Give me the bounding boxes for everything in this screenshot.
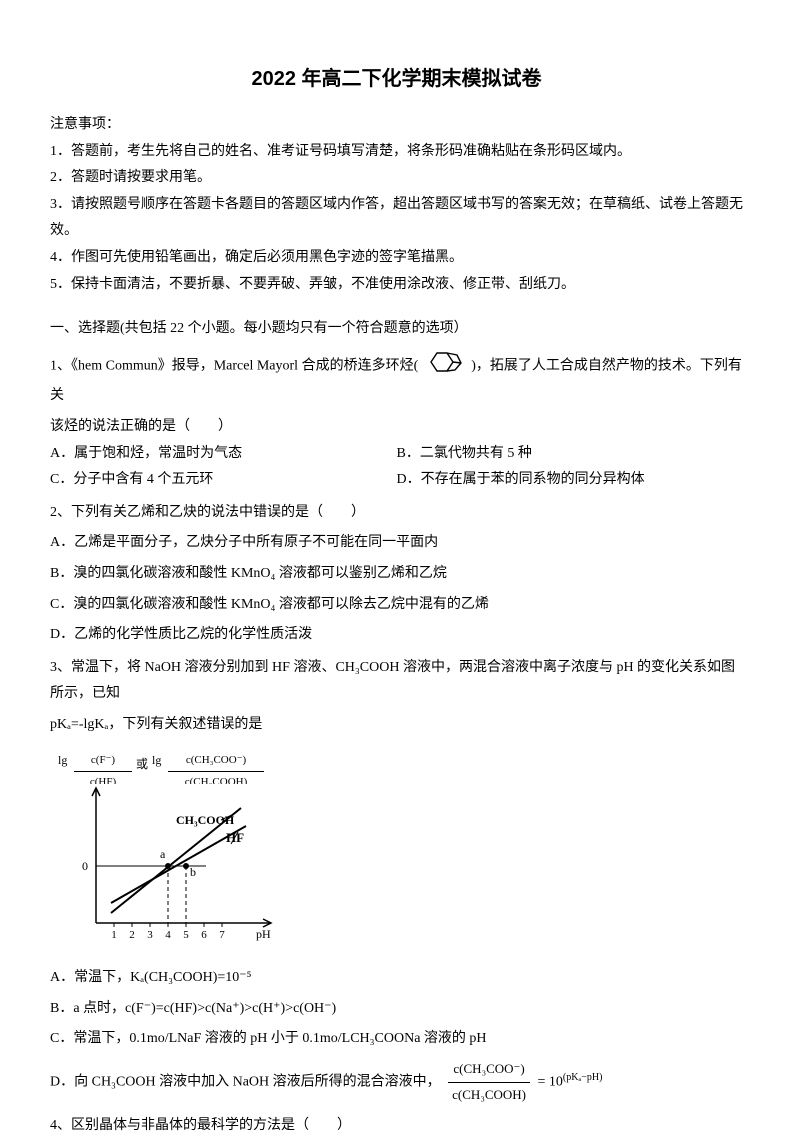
q2-opt-c: C．溴的四氯化碳溶液和酸性 KMnO₄ 溶液都可以除去乙烷中混有的乙烯: [50, 592, 743, 619]
molecule-icon: [424, 349, 466, 384]
q3-opt-d-sup: (pKₐ−pH): [563, 1072, 602, 1083]
q1-opt-d: D．不存在属于苯的同系物的同分异构体: [397, 467, 744, 494]
q3-chart: lg c(F⁻) c(HF) 或 lg c(CH₃COO⁻) c(CH₃COOH…: [56, 748, 743, 959]
svg-text:4: 4: [165, 929, 171, 941]
q1-opt-c: C．分子中含有 4 个五元环: [50, 467, 397, 494]
svg-text:或: 或: [136, 757, 148, 771]
notice-item: 5．保持卡面清洁，不要折暴、不要弄破、弄皱，不准使用涂改液、修正带、刮纸刀。: [50, 272, 743, 299]
svg-text:CH₃COOH: CH₃COOH: [176, 813, 235, 827]
notice-item: 4．作图可先使用铅笔画出，确定后必须用黑色字迹的签字笔描黑。: [50, 245, 743, 272]
fraction-icon: c(CH₃COO⁻) c(CH₃COOH): [448, 1057, 530, 1107]
svg-text:0: 0: [82, 859, 88, 873]
notice-item: 3．请按照题号顺序在答题卡各题目的答题区域内作答，超出答题区域书写的答案无效；在…: [50, 192, 743, 245]
svg-text:lg: lg: [152, 753, 161, 767]
exam-title: 2022 年高二下化学期末模拟试卷: [50, 60, 743, 98]
notice-item: 2．答题时请按要求用笔。: [50, 165, 743, 192]
q3-opt-d-eq: = 10: [538, 1074, 563, 1089]
q3-opt-b: B．a 点时，c(F⁻)=c(HF)>c(Na⁺)>c(H⁺)>c(OH⁻): [50, 996, 743, 1023]
q1-stem-a: 1、《hem Commun》报导，Marcel Mayorl 合成的桥连多环烃(: [50, 358, 418, 373]
svg-text:7: 7: [219, 929, 225, 941]
svg-text:1: 1: [111, 929, 117, 941]
section-1-head: 一、选择题(共包括 22 个小题。每小题均只有一个符合题意的选项）: [50, 316, 743, 343]
svg-text:lg: lg: [58, 753, 67, 767]
svg-text:pH: pH: [256, 927, 271, 941]
question-1: 1、《hem Commun》报导，Marcel Mayorl 合成的桥连多环烃(…: [50, 349, 743, 410]
q2-opt-b: B．溴的四氯化碳溶液和酸性 KMnO₄ 溶液都可以鉴别乙烯和乙烷: [50, 561, 743, 588]
svg-text:3: 3: [147, 929, 153, 941]
svg-text:b: b: [190, 865, 196, 879]
q3-opt-c: C．常温下，0.1mo/LNaF 溶液的 pH 小于 0.1mo/LCH₃COO…: [50, 1026, 743, 1053]
q2-opt-a: A．乙烯是平面分子，乙炔分子中所有原子不可能在同一平面内: [50, 530, 743, 557]
q3-opt-d-text-a: D．向 CH₃COOH 溶液中加入 NaOH 溶液后所得的混合溶液中，: [50, 1074, 441, 1089]
question-3-stem-b: pKₐ=-lgKₐ，下列有关叙述错误的是: [50, 712, 743, 739]
question-2-stem: 2、下列有关乙烯和乙炔的说法中错误的是（ ）: [50, 500, 743, 527]
q3-opt-a: A．常温下，Kₐ(CH₃COOH)=10⁻⁵: [50, 965, 743, 992]
svg-text:5: 5: [183, 929, 189, 941]
svg-text:2: 2: [129, 929, 135, 941]
q2-opt-d: D．乙烯的化学性质比乙烷的化学性质活泼: [50, 622, 743, 649]
notice-head: 注意事项：: [50, 112, 743, 139]
q1-stem-c: 该烃的说法正确的是（ ）: [50, 414, 743, 441]
notice-item: 1．答题前，考生先将自己的姓名、准考证号码填写清楚，将条形码准确粘贴在条形码区域…: [50, 139, 743, 166]
svg-text:6: 6: [201, 929, 207, 941]
question-4-stem: 4、区别晶体与非晶体的最科学的方法是（ ）: [50, 1113, 743, 1140]
question-3-stem-a: 3、常温下，将 NaOH 溶液分别加到 HF 溶液、CH₃COOH 溶液中，两混…: [50, 655, 743, 708]
svg-text:a: a: [160, 847, 166, 861]
q1-opt-a: A．属于饱和烃，常温时为气态: [50, 441, 397, 468]
q1-opt-b: B．二氯代物共有 5 种: [397, 441, 744, 468]
q3-opt-d: D．向 CH₃COOH 溶液中加入 NaOH 溶液后所得的混合溶液中， c(CH…: [50, 1057, 743, 1107]
